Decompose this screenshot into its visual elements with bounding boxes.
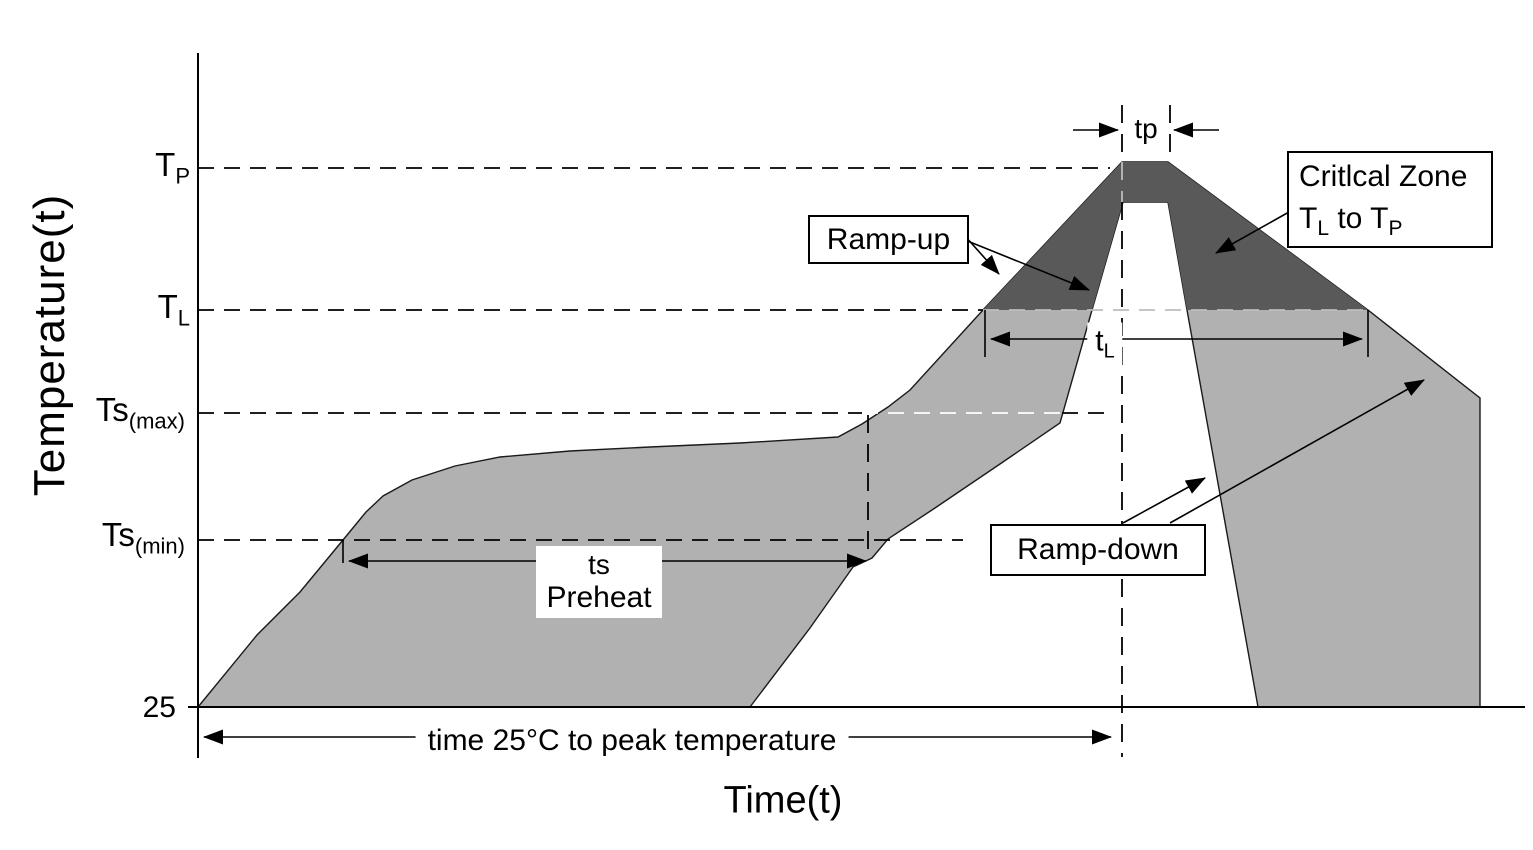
- y-tick-tsmin-main: Ts: [101, 516, 135, 553]
- tl-duration-label: tL: [1087, 322, 1123, 366]
- y-axis-title: Temperature(t): [25, 193, 74, 497]
- y-tick-tp-sub: P: [175, 163, 190, 189]
- ramp-down-pointer-long: [1169, 379, 1425, 524]
- y-tick-25: 25: [143, 691, 176, 725]
- critical-range-t1: T: [1299, 201, 1318, 235]
- y-tick-tp: TP: [155, 146, 190, 190]
- y-tick-tl: TL: [158, 288, 190, 332]
- ramp-up-pointer-long: [964, 239, 1090, 291]
- ramp-up-label: Ramp-up: [826, 222, 951, 256]
- time-to-peak-label: time 25°C to peak temperature: [415, 724, 849, 758]
- ramp-up-label-box: Ramp-up: [808, 215, 969, 264]
- y-tick-tsmax: Ts(max): [96, 391, 185, 435]
- y-tick-tp-main: T: [155, 146, 176, 183]
- critical-range-t2: T: [1370, 201, 1389, 235]
- y-tick-tl-sub: L: [177, 305, 190, 331]
- critical-zone-pointer: [1215, 211, 1290, 254]
- preheat-label: Preheat: [546, 580, 652, 614]
- y-tick-tsmax-main: Ts: [95, 391, 129, 428]
- ramp-down-label: Ramp-down: [1017, 533, 1179, 566]
- critical-range-s1: L: [1317, 216, 1330, 240]
- y-tick-tsmin-sub: (min): [134, 533, 185, 559]
- critical-zone-title: Critlcal Zone: [1299, 159, 1468, 193]
- critical-zone-label-box: Critlcal Zone TL to TP: [1287, 151, 1493, 248]
- ts-preheat-label: ts Preheat: [536, 546, 662, 618]
- x-axis-title: Time(t): [723, 779, 843, 822]
- critical-zone-shape: [983, 162, 1368, 310]
- critical-zone-range: TL to TP: [1299, 198, 1491, 243]
- y-tick-tsmin: Ts(min): [102, 516, 185, 560]
- tl-duration-sub: L: [1103, 340, 1115, 363]
- y-tick-tsmax-sub: (max): [128, 408, 185, 434]
- tp-duration-label: tp: [1134, 113, 1158, 144]
- ts-label: ts: [588, 548, 610, 580]
- critical-range-mid: to: [1329, 201, 1371, 235]
- y-tick-tl-main: T: [157, 288, 178, 325]
- critical-range-s2: P: [1388, 216, 1403, 240]
- ramp-down-label-box: Ramp-down: [990, 524, 1206, 576]
- ramp-down-pointer-short: [1122, 477, 1206, 524]
- y-tick-25-main: 25: [142, 691, 176, 724]
